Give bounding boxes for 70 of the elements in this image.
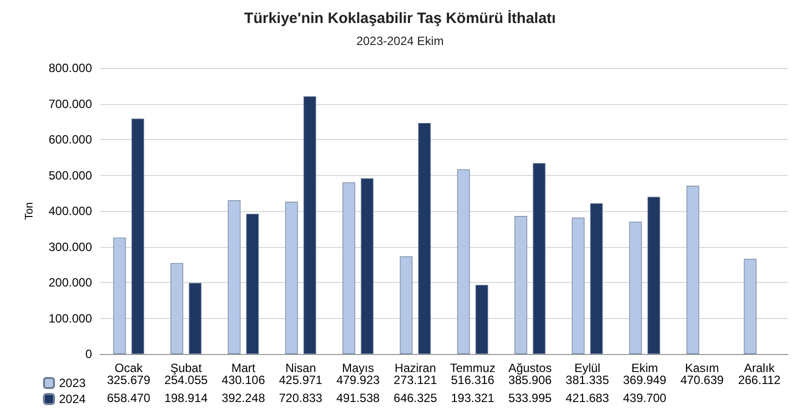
data-label: 470.639	[680, 373, 724, 387]
data-label: 425.971	[278, 373, 323, 387]
data-label: 516.316	[450, 373, 495, 387]
bar	[246, 214, 259, 354]
bar	[132, 118, 144, 354]
bar	[170, 263, 184, 354]
data-label: 479.923	[336, 373, 380, 387]
data-label: 720.833	[278, 391, 323, 405]
bar	[418, 122, 431, 354]
bar	[648, 196, 660, 354]
y-axis-title: Ton	[24, 202, 36, 220]
bar	[228, 200, 240, 354]
y-tick-label: 700.000	[48, 96, 92, 111]
data-label: 533.995	[508, 391, 552, 405]
y-tick-label: 600.000	[48, 132, 92, 146]
bar	[400, 256, 412, 354]
x-tick-label: Şubat	[170, 361, 202, 375]
x-tick-label: Aralık	[744, 361, 776, 375]
bar	[457, 169, 470, 354]
data-label: 430.106	[222, 373, 266, 387]
chart-title: Türkiye'nin Koklaşabilir Taş Kömürü İthalatı	[244, 10, 556, 27]
data-label: 385.906	[508, 373, 552, 387]
x-tick-label: Temmuz	[450, 361, 496, 375]
y-tick-label: 200.000	[48, 276, 92, 290]
bar	[342, 182, 356, 354]
data-label: 658.470	[106, 391, 151, 405]
bar	[532, 163, 546, 354]
x-tick-label: Mayıs	[342, 361, 374, 375]
data-label: 646.325	[394, 391, 438, 405]
bar	[285, 202, 298, 354]
x-tick-label: Ekim	[631, 361, 658, 375]
data-label: 254.055	[164, 373, 208, 387]
y-tick-label: 500.000	[48, 168, 92, 182]
data-label: 392.248	[222, 391, 266, 405]
x-tick-label: Mart	[231, 361, 256, 375]
x-tick-label: Haziran	[394, 361, 436, 375]
legend-label: 2024	[59, 392, 86, 406]
bar	[360, 178, 374, 354]
data-label: 325.679	[106, 373, 151, 387]
chart-subtitle: 2023-2024 Ekim	[356, 34, 444, 48]
data-label: 381.335	[566, 373, 610, 387]
bar	[113, 238, 126, 354]
y-tick-label: 800.000	[48, 61, 92, 75]
bar	[686, 186, 700, 354]
x-tick-label: Ocak	[114, 361, 144, 375]
y-tick-label: 100.000	[48, 311, 92, 326]
x-tick-label: Ağustos	[508, 361, 552, 375]
bar	[188, 282, 202, 354]
bar	[629, 222, 642, 354]
data-label: 198.914	[164, 391, 208, 405]
bar	[514, 216, 528, 354]
legend-label: 2023	[59, 376, 86, 390]
bar	[304, 96, 316, 354]
data-label: 369.949	[622, 373, 667, 387]
y-tick-label: 0	[85, 347, 92, 361]
x-tick-label: Nisan	[285, 361, 316, 375]
data-label: 439.700	[622, 391, 667, 405]
bar	[744, 258, 756, 354]
x-tick-label: Kasım	[684, 361, 720, 375]
bar	[476, 284, 488, 354]
data-label: 193.321	[450, 391, 495, 405]
data-label: 421.683	[566, 391, 610, 405]
bar	[572, 218, 584, 354]
bar	[590, 203, 603, 354]
data-label: 266.112	[738, 373, 781, 387]
x-tick-label: Eylül	[574, 361, 600, 375]
y-tick-label: 300.000	[48, 240, 92, 254]
data-label: 491.538	[336, 391, 380, 405]
y-tick-label: 400.000	[48, 204, 92, 218]
data-label: 273.121	[394, 373, 438, 387]
